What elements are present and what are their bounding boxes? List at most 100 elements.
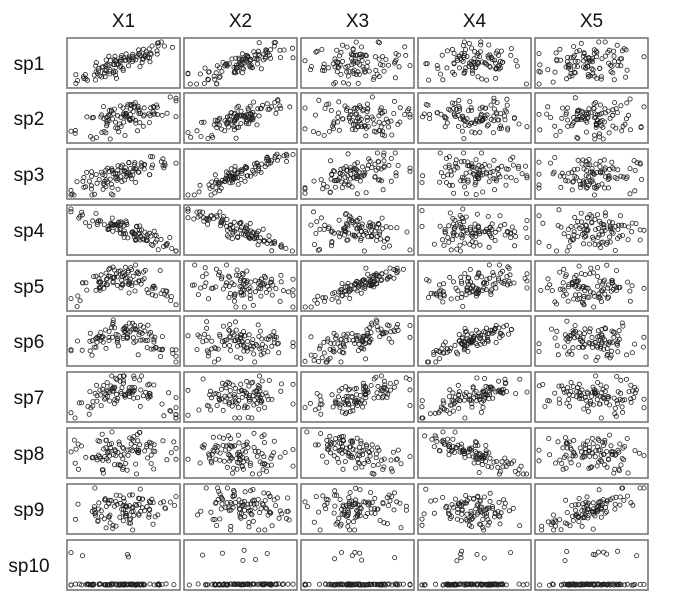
scatter-point xyxy=(445,172,451,178)
scatter-point xyxy=(377,177,383,183)
scatter-point xyxy=(104,62,110,68)
row-label-sp9: sp9 xyxy=(14,500,45,521)
scatter-point xyxy=(477,242,483,248)
scatter-point xyxy=(376,40,382,46)
scatter-point xyxy=(492,237,498,243)
scatter-point xyxy=(537,62,543,68)
scatter-point xyxy=(338,72,344,78)
scatter-point xyxy=(267,47,273,53)
scatter-point xyxy=(230,229,236,235)
row-label-sp6: sp6 xyxy=(14,332,45,353)
scatter-point xyxy=(474,53,480,59)
scatter-point xyxy=(108,108,114,114)
scatter-point xyxy=(83,220,89,226)
scatter-point xyxy=(346,216,352,222)
scatter-point xyxy=(552,123,558,129)
scatter-point xyxy=(222,128,228,134)
scatter-point xyxy=(373,167,379,173)
scatter-point xyxy=(480,189,486,195)
scatter-point xyxy=(609,229,615,235)
scatter-point xyxy=(328,108,334,114)
scatter-point xyxy=(503,182,509,188)
scatter-point xyxy=(251,99,257,105)
scatter-point xyxy=(572,95,578,101)
scatter-point xyxy=(449,237,455,243)
scatter-point xyxy=(598,76,604,82)
scatter-point xyxy=(495,117,501,123)
scatter-point xyxy=(479,76,485,82)
scatter-point xyxy=(122,113,128,119)
scatter-point xyxy=(214,213,220,219)
scatter-point xyxy=(249,64,255,70)
scatter-point xyxy=(94,180,100,186)
scatter-point xyxy=(420,114,426,120)
scatter-point xyxy=(583,233,589,239)
scatter-point xyxy=(447,107,453,113)
scatter-point xyxy=(523,163,529,169)
scatter-point xyxy=(394,225,400,231)
scatter-point xyxy=(610,107,616,113)
panel-sp3-x1 xyxy=(66,148,181,200)
scatter-point xyxy=(118,174,124,180)
scatter-point xyxy=(376,119,382,125)
scatter-point xyxy=(619,222,625,228)
scatter-point xyxy=(91,274,97,280)
scatter-point xyxy=(345,63,351,69)
scatter-point xyxy=(206,182,212,188)
panel-sp9-x3 xyxy=(300,483,415,535)
scatter-point xyxy=(548,115,554,121)
scatter-point xyxy=(216,65,222,71)
scatter-point xyxy=(464,54,470,60)
panel-sp9-x2 xyxy=(183,483,298,535)
scatter-point xyxy=(342,211,348,217)
scatter-point xyxy=(516,163,522,169)
scatter-point xyxy=(374,150,380,156)
scatter-point xyxy=(93,172,99,178)
scatter-point xyxy=(575,64,581,70)
scatter-point xyxy=(127,101,133,107)
scatter-point xyxy=(602,106,608,112)
scatter-point xyxy=(241,113,247,119)
scatter-point xyxy=(492,60,498,66)
scatter-point xyxy=(334,69,340,75)
scatter-point xyxy=(169,245,175,251)
scatter-point xyxy=(607,115,613,121)
scatter-point xyxy=(287,104,293,110)
scatter-point xyxy=(87,223,93,229)
scatter-point xyxy=(202,65,208,71)
scatter-point xyxy=(80,178,86,184)
scatter-point xyxy=(575,117,581,123)
scatter-point xyxy=(262,164,268,170)
scatter-point xyxy=(575,234,581,240)
scatter-point xyxy=(132,166,138,172)
scatter-point xyxy=(598,240,604,246)
scatter-point xyxy=(442,124,448,130)
scatter-point xyxy=(569,123,575,129)
scatter-point xyxy=(610,112,616,118)
scatter-point xyxy=(94,219,100,225)
scatter-point xyxy=(496,66,502,72)
scatter-point xyxy=(440,77,446,83)
panel-sp1-x2 xyxy=(183,37,298,89)
scatter-point xyxy=(370,116,376,122)
scatter-point xyxy=(89,115,95,121)
scatter-point xyxy=(266,161,272,167)
row-label-sp7: sp7 xyxy=(14,388,45,409)
scatter-point xyxy=(77,213,83,219)
scatter-point xyxy=(251,161,257,167)
scatter-point xyxy=(491,57,497,63)
scatter-point xyxy=(574,49,580,55)
scatter-point xyxy=(537,127,543,133)
scatter-point xyxy=(435,66,441,72)
panel-sp5-x4 xyxy=(417,260,532,312)
scatter-point xyxy=(559,115,565,121)
scatter-point xyxy=(461,53,467,59)
scatter-point xyxy=(243,225,249,231)
scatter-point xyxy=(475,229,481,235)
scatter-point xyxy=(126,54,132,60)
scatter-point xyxy=(338,231,344,237)
scatter-point xyxy=(201,119,207,125)
scatter-point xyxy=(125,172,131,178)
scatter-point xyxy=(246,234,252,240)
scatter-point xyxy=(423,61,429,67)
